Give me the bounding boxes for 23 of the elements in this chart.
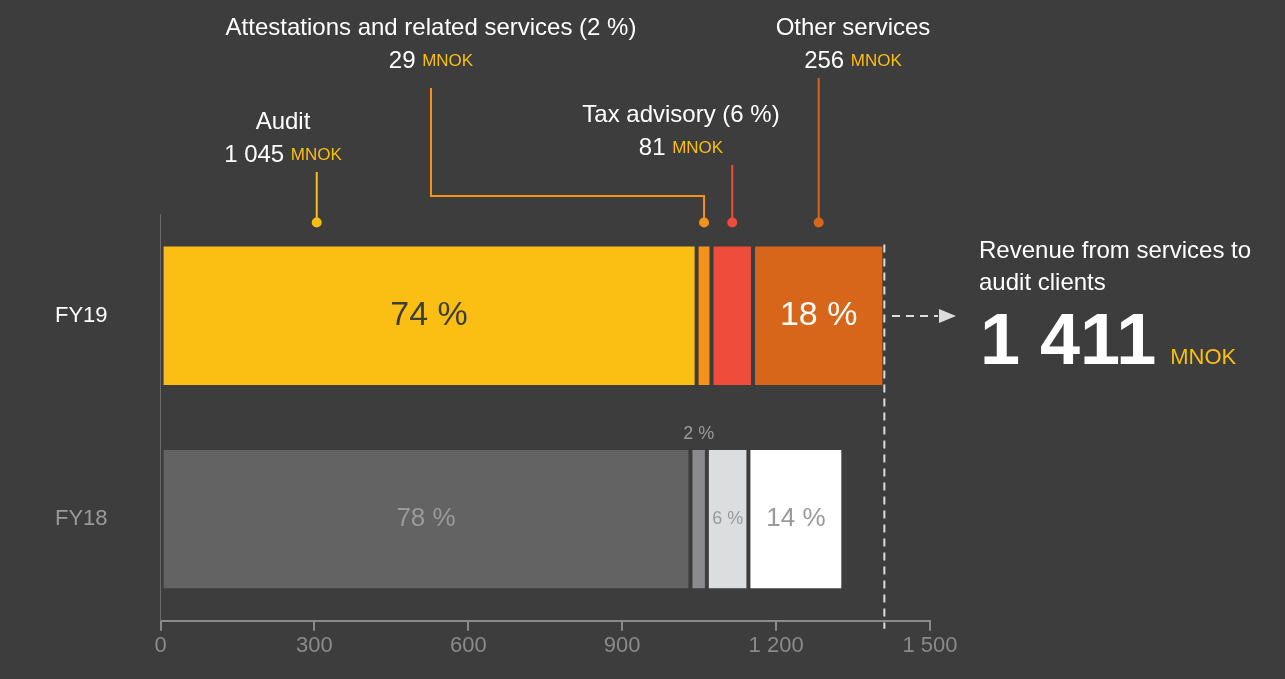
text: Tax advisory (6 %)	[582, 99, 780, 127]
text: Other services	[775, 12, 931, 40]
annotation: 14 %	[766, 502, 826, 533]
x-tick-label: 1 500	[902, 632, 958, 658]
annotation: 18 %	[779, 294, 858, 333]
text: Audit	[255, 106, 311, 134]
annotation: 2 %	[683, 422, 715, 443]
text: 1 045 MNOK	[224, 139, 343, 167]
x-tick-label: 0	[154, 632, 167, 658]
y-tick-label: FY19	[54, 301, 108, 327]
text: Attestations and related services (2 %)	[225, 12, 637, 40]
x-tick-label: 300	[296, 632, 333, 658]
x-tick-label: 1 200	[748, 632, 804, 658]
y-tick-label: FY18	[54, 505, 108, 531]
x-tick-label: 600	[449, 632, 487, 658]
text: 81 MNOK	[638, 132, 724, 160]
text: 256 MNOK	[804, 45, 903, 73]
annotation: 74 %	[390, 294, 468, 333]
annotation: 6 %	[712, 508, 744, 529]
text: Revenue from services to audit clients	[979, 235, 1252, 295]
total-label: 1 411 MNOK	[980, 298, 1237, 379]
x-tick-label: 900	[603, 632, 641, 658]
text: 29 MNOK	[388, 45, 474, 73]
